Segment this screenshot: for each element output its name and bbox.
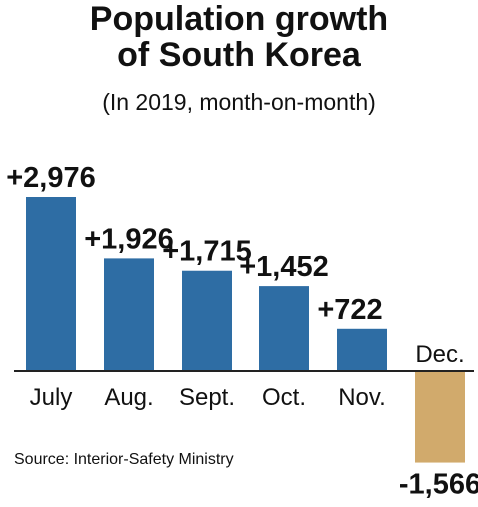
value-label-aug: +1,926 — [84, 223, 174, 255]
chart-title-line-1: Population growth — [90, 0, 388, 38]
bar-aug — [104, 258, 154, 371]
value-label-nov: +722 — [317, 294, 382, 326]
bars-group: July +2,976 Aug. +1,926 Sept. +1,715 Oct. +1,45… — [6, 162, 478, 501]
category-label-july: July — [30, 384, 73, 411]
bar-nov — [337, 328, 387, 371]
value-label-sept: +1,715 — [162, 236, 252, 268]
source-note: Source: Interior-Safety Ministry — [14, 451, 234, 468]
chart-subtitle: (In 2019, month-on-month) — [102, 89, 376, 115]
value-label-july: +2,976 — [6, 162, 96, 194]
bar-dec — [415, 371, 465, 463]
category-label-aug: Aug. — [104, 384, 153, 411]
category-label-dec: Dec. — [415, 341, 464, 368]
value-label-dec: -1,566 — [399, 469, 478, 501]
category-label-sept: Sept. — [179, 384, 235, 411]
category-label-oct: Oct. — [262, 384, 306, 411]
bar-july — [26, 197, 76, 371]
chart-title-line-2: of South Korea — [117, 36, 362, 74]
category-label-nov: Nov. — [338, 384, 386, 411]
value-label-oct: +1,452 — [239, 251, 329, 283]
bar-oct — [259, 286, 309, 371]
bar-sept — [182, 270, 232, 371]
